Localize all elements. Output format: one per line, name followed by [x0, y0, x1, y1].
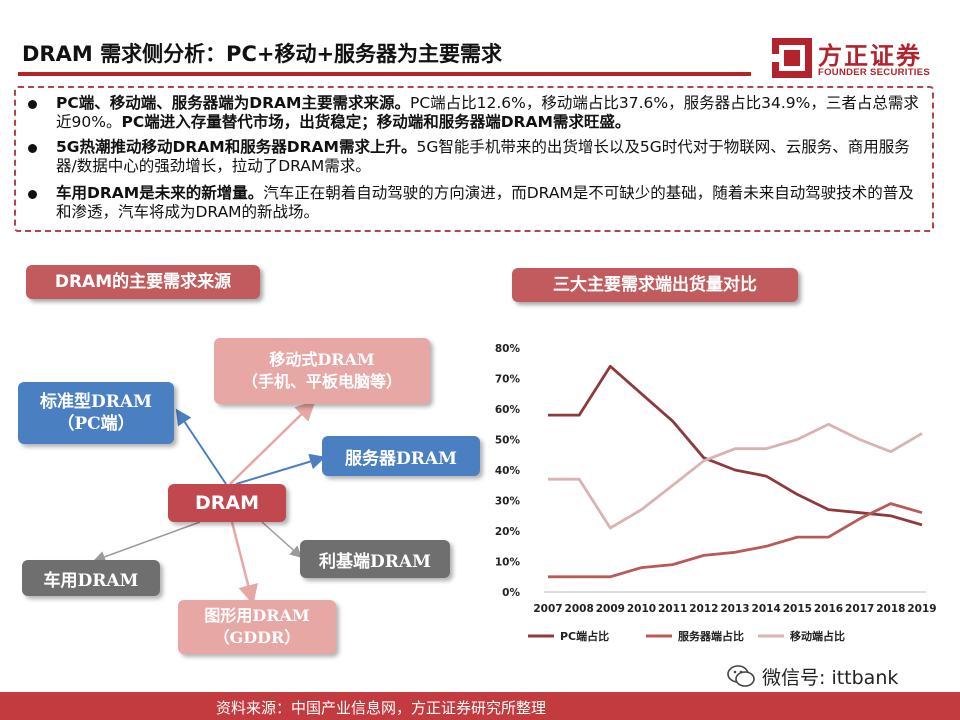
bullet-text: PC端、移动端、服务器端为DRAM主要需求来源。PC端占比12.6%，移动端占比… [56, 94, 924, 132]
y-tick-label: 40% [495, 465, 521, 477]
wechat-watermark: 微信号: ittbank [726, 663, 898, 689]
arrow-to-car [93, 521, 201, 563]
bullet-dot-icon [28, 100, 37, 109]
bullet-body-text: 5G智能手机带来的出货增长以及5G时代对于物联网、云服务、商用服务器/数据中心的… [56, 138, 910, 175]
node-server-dram: 服务器DRAM [322, 436, 480, 476]
x-tick-label: 2011 [658, 603, 687, 615]
legend-label: PC端占比 [560, 629, 609, 643]
arrow-to-server [235, 453, 326, 485]
x-tick-label: 2015 [783, 603, 812, 615]
series-line [548, 502, 923, 579]
y-tick-label: 70% [495, 374, 521, 386]
node-mobile-line2: （手机、平板电脑等） [241, 372, 402, 391]
x-tick-label: 2012 [689, 603, 718, 615]
title-underline [18, 72, 751, 76]
y-tick-label: 20% [495, 526, 521, 538]
footer-band [0, 692, 960, 720]
y-tick-label: 60% [495, 404, 521, 416]
x-tick-label: 2009 [596, 603, 625, 615]
node-mobile-dram: 移动式DRAM （手机、平板电脑等） [214, 338, 430, 404]
x-tick-label: 2007 [533, 603, 562, 615]
footer-source: 资料来源：中国产业信息网，方正证券研究所整理 [216, 699, 547, 717]
diagram-arrows [93, 400, 326, 605]
logo-english-name: FOUNDER SECURITIES [818, 67, 931, 78]
bullet-text: 车用DRAM是未来的新增量。汽车正在朝着自动驾驶的方向演进，而DRAM是不可缺少… [56, 184, 924, 222]
x-tick-label: 2013 [720, 603, 749, 615]
y-tick-label: 30% [495, 496, 521, 508]
bullet-body-text: 汽车正在朝着自动驾驶的方向演进，而DRAM是不可缺少的基础，随着未来自动驾驶技术… [56, 184, 914, 221]
node-standard-dram: 标准型DRAM （PC端） [18, 382, 174, 444]
logo-chinese-name: 方正证券 [818, 42, 922, 70]
x-tick-label: 2017 [845, 603, 874, 615]
founder-logo: 方正证券 FOUNDER SECURITIES [770, 36, 940, 84]
arrow-to-standard [175, 408, 227, 485]
bullet-bold-text: PC端进入存量替代市场，出货稳定；移动端和服务器端DRAM需求旺盛。 [121, 113, 631, 131]
y-tick-label: 50% [495, 435, 521, 447]
y-tick-label: 10% [495, 557, 521, 569]
bullet-text: 5G热潮推动移动DRAM和服务器DRAM需求上升。5G智能手机带来的出货增长以及… [56, 138, 924, 176]
chart-section-tag: 三大主要需求端出货量对比 [512, 268, 798, 302]
wechat-icon [727, 665, 755, 687]
series-line [548, 422, 923, 530]
bullet-dot-icon [28, 144, 37, 153]
x-tick-label: 2008 [565, 603, 594, 615]
x-tick-label: 2014 [752, 603, 781, 615]
arrow-to-graphics [230, 521, 258, 605]
node-niche-dram: 利基端DRAM [300, 540, 450, 578]
dram-demand-diagram: 标准型DRAM （PC端） 移动式DRAM （手机、平板电脑等） 服务器DRAM… [0, 300, 490, 690]
x-tick-label: 2018 [876, 603, 905, 615]
founder-logo-icon [770, 38, 812, 78]
node-standard-line2: （PC端） [57, 414, 135, 434]
diagram-section-tag: DRAM的主要需求来源 [26, 265, 260, 299]
y-tick-label: 80% [495, 343, 521, 355]
x-tick-label: 2010 [627, 603, 656, 615]
bullet-dot-icon [28, 190, 37, 199]
x-tick-label: 2016 [814, 603, 843, 615]
series-line [548, 364, 923, 527]
bullet-bold-text: 车用DRAM是未来的新增量。 [56, 184, 264, 202]
wechat-id-text: 微信号: ittbank [762, 666, 899, 689]
arrow-to-mobile [229, 400, 316, 485]
bullet-body-text: PC端占比12.6%，移动端占比37.6%，服务器占比34.9%，三者占总需求近… [56, 94, 919, 131]
shipment-share-line-chart: 0%10%20%30%40%50%60%70%80%2007 2008 2009 20… [495, 343, 937, 643]
legend-label: 移动端占比 [790, 629, 845, 643]
node-graphics-line1: 图形用DRAM [204, 606, 310, 625]
legend-label: 服务器端占比 [678, 629, 744, 643]
node-standard-line1: 标准型DRAM [40, 392, 152, 412]
node-graphics-line2: （GDDR） [213, 628, 301, 647]
node-dram-center: DRAM [168, 484, 286, 522]
node-graphics-dram: 图形用DRAM （GDDR） [178, 600, 336, 654]
x-tick-label: 2019 [907, 603, 936, 615]
page-title: DRAM 需求侧分析：PC+移动+服务器为主要需求 [22, 42, 503, 66]
y-tick-label: 0% [502, 587, 520, 599]
bullet-bold-text: 5G热潮推动移动DRAM和服务器DRAM需求上升。 [56, 138, 417, 156]
summary-box: PC端、移动端、服务器端为DRAM主要需求来源。PC端占比12.6%，移动端占比… [14, 86, 934, 232]
node-mobile-line1: 移动式DRAM [269, 350, 375, 369]
bullet-bold-text: PC端、移动端、服务器端为DRAM主要需求来源。 [56, 94, 410, 112]
arrow-to-niche [261, 521, 303, 559]
node-car-dram: 车用DRAM [22, 560, 160, 596]
